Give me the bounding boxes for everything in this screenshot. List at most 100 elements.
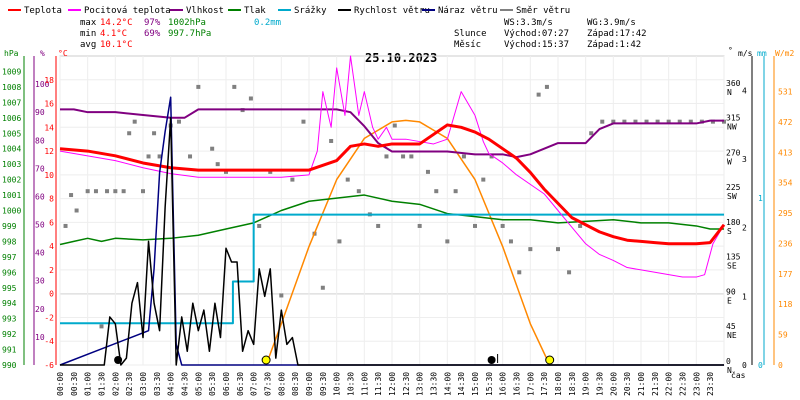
x-tick-24: 12:00 [388,372,397,396]
direction-point-59 [578,223,583,228]
dir-name-2: E [727,296,732,305]
direction-point-71 [710,119,715,124]
direction-point-53 [517,270,522,275]
x-tick-16: 08:00 [277,372,286,396]
direction-point-7 [113,189,118,194]
direction-point-20 [215,162,220,167]
direction-point-56 [544,84,549,89]
direction-point-54 [528,247,533,252]
x-tick-14: 07:00 [250,372,259,396]
solar-line [265,119,551,366]
x-tick-11: 05:30 [208,372,217,396]
direction-point-4 [93,189,98,194]
temp-tick--6: -6 [44,361,54,370]
direction-point-62 [611,119,616,124]
stat-max-hum: 97% [144,18,161,28]
pct-tick-50: 50 [35,221,45,230]
direction-point-45 [445,239,450,244]
moon-label: Měsíc [454,40,481,50]
x-tick-10: 05:00 [194,372,203,396]
x-tick-46: 23:00 [692,372,701,396]
markers [114,354,555,365]
pct-tick-60: 60 [35,192,45,201]
temp-tick-14: 14 [44,123,54,132]
direction-point-33 [337,239,342,244]
pct-tick-30: 30 [35,277,45,286]
hpa-tick-997: 997 [2,253,17,262]
direction-point-9 [127,131,132,136]
stat-min-press: 997.7hPa [168,29,211,39]
temp-axis-label: °C [58,49,68,58]
hpa-tick-1008: 1008 [2,83,21,92]
x-tick-13: 06:30 [236,372,245,396]
pct-tick-40: 40 [35,249,45,258]
hpa-tick-991: 991 [2,346,17,355]
x-tick-8: 04:00 [167,372,176,396]
temp-tick-8: 8 [49,195,54,204]
x-tick-42: 21:00 [637,372,646,396]
x-tick-15: 07:30 [264,372,273,396]
direction-point-25 [257,223,262,228]
wm2-tick-59: 59 [778,331,788,340]
direction-point-24 [248,96,253,101]
wm2-tick-413: 413 [778,148,793,157]
x-tick-3: 01:30 [98,372,107,396]
x-tick-5: 02:30 [125,372,134,396]
temp-tick--4: -4 [44,337,54,346]
hpa-tick-1006: 1006 [2,114,21,123]
x-tick-26: 13:00 [416,372,425,396]
mm-tick-1: 1 [758,194,763,203]
direction-point-57 [556,247,560,252]
dir-name-1: NE [727,331,737,340]
direction-point-72 [722,119,726,124]
x-tick-27: 13:30 [430,372,439,396]
direction-point-35 [356,189,361,194]
stat-avg-temp: 10.1°C [100,40,133,50]
wm2-tick-236: 236 [778,239,793,248]
direction-point-34 [345,177,350,182]
stat-min-temp: 4.1°C [100,29,127,39]
ms-axis-label: m/s [738,49,753,58]
x-tick-22: 11:00 [360,372,369,396]
direction-point-68 [677,119,682,124]
direction-point-44 [434,189,439,194]
dir-name-4: S [727,227,732,236]
wind-ws: WS:3.3m/s [504,18,553,28]
x-tick-12: 06:00 [222,372,231,396]
pct-tick-80: 80 [35,136,45,145]
x-tick-35: 17:30 [540,372,549,396]
direction-point-47 [461,154,466,159]
temp-tick-12: 12 [44,147,54,156]
direction-point-10 [132,119,137,124]
x-tick-2: 01:00 [84,372,93,396]
hpa-tick-996: 996 [2,268,17,277]
direction-point-5 [99,324,104,329]
x-tick-1: 00:30 [70,372,79,396]
direction-point-32 [329,138,334,143]
legend-label-3: Tlak [244,6,266,16]
hpa-tick-995: 995 [2,284,17,293]
direction-point-43 [425,169,430,174]
direction-point-28 [290,177,295,182]
legend: Teplota Pocitová teplota Vlhkost Tlak Srážky… [8,6,570,16]
humidity-line [60,108,724,159]
x-tick-31: 15:30 [485,372,494,396]
x-tick-36: 18:00 [554,372,563,396]
temp-tick-2: 2 [49,266,54,275]
legend-label-5: Rychlost větru [354,6,430,16]
moon-rise: Východ:15:37 [504,40,569,50]
direction-point-64 [633,119,638,124]
ms-tick-3: 3 [742,155,747,164]
pct-tick-10: 10 [35,333,45,342]
direction-point-16 [176,119,181,124]
moon-set: Západ:1:42 [587,40,641,50]
temp-tick-16: 16 [44,100,54,109]
ms-tick-4: 4 [742,86,747,95]
x-tick-44: 22:00 [665,372,674,396]
temp-tick-4: 4 [49,242,54,251]
direction-point-63 [622,119,627,124]
x-tick-37: 18:30 [568,372,577,396]
direction-point-37 [376,223,381,228]
x-tick-0: 00:00 [56,372,65,396]
direction-point-69 [688,119,693,124]
